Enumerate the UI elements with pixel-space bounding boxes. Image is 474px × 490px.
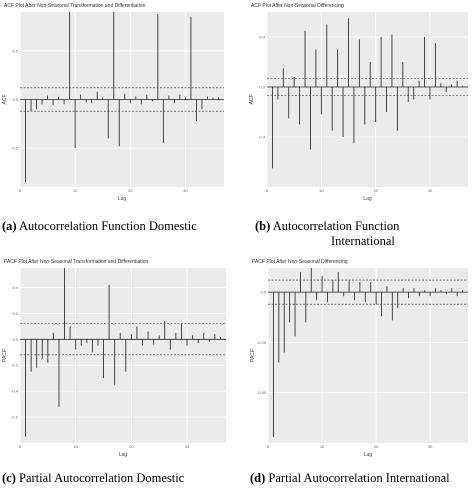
plot-area	[267, 12, 468, 187]
y-tick-label: 0.0	[12, 97, 18, 102]
caption-tag: (a)	[2, 219, 17, 233]
x-axis-label: Lag	[119, 452, 128, 458]
y-tick-label: -0.4	[11, 389, 19, 394]
caption-pacf-domestic: (c) Partial Autocorrelation Domestic	[2, 471, 184, 485]
y-tick-label: -0.6	[11, 415, 19, 420]
x-tick-label: 0	[266, 188, 269, 193]
caption-text-2: International	[331, 234, 395, 248]
pacf-international-chart: 0.0 -0.25 -0.50 0 10 20 30 PACF Plot After Non-…	[248, 256, 474, 461]
caption-text: Partial Autocorrelation International	[268, 471, 450, 485]
y-axis-label: ACF	[249, 95, 255, 105]
caption-text: Autocorrelation Function	[272, 219, 400, 233]
x-tick-label: 10	[73, 444, 78, 449]
y-tick-label: 0.0	[260, 290, 266, 295]
y-tick-label: 0.4	[259, 35, 265, 40]
acf-domestic-chart: 0.5 0.0 -0.5 0 10 20 30 ACF Plot After Non-Seas…	[0, 0, 230, 205]
y-tick-label: -0.50	[257, 390, 267, 395]
pacf-domestic-panel: 0.4 0.2 0.0 -0.2 -0.4 -0.6 0 10 20 30 PACF Plot Af…	[0, 256, 232, 461]
pacf-international-panel: 0.0 -0.25 -0.50 0 10 20 30 PACF Plot After Non-…	[248, 256, 474, 461]
x-tick-label: 20	[374, 444, 379, 449]
chart-title: PACF Plot After Non-Seasonal Transformat…	[4, 259, 149, 265]
y-tick-label: -0.4	[258, 135, 266, 140]
acf-domestic-panel: 0.5 0.0 -0.5 0 10 20 30 ACF Plot After Non-Seas…	[0, 0, 230, 205]
chart-title: PACF Plot After Non-Seasonal Differencin…	[252, 259, 348, 265]
x-tick-label: 30	[185, 444, 190, 449]
y-tick-label: -0.2	[11, 363, 19, 368]
caption-text: Partial Autocorrelation Domestic	[19, 471, 185, 485]
acf-international-panel: 0.4 0.0 -0.4 0 10 20 30 ACF Plot After Non-Seas…	[247, 0, 474, 205]
caption-tag: (c)	[2, 471, 16, 485]
x-tick-label: 0	[267, 444, 270, 449]
chart-title: ACF Plot After Non-Seasonal Transformati…	[4, 3, 146, 9]
y-tick-label: -0.25	[257, 340, 267, 345]
y-tick-label: 0.0	[12, 337, 18, 342]
x-axis-label: Lag	[363, 196, 372, 202]
y-axis-label: PACF	[2, 349, 8, 362]
caption-text: Autocorrelation Function Domestic	[19, 219, 197, 233]
x-tick-label: 10	[73, 188, 78, 193]
caption-acf-international: (b) Autocorrelation Function	[255, 219, 399, 233]
chart-title: ACF Plot After Non-Seasonal Differencing	[251, 3, 344, 9]
x-axis-label: Lag	[364, 452, 373, 458]
pacf-domestic-chart: 0.4 0.2 0.0 -0.2 -0.4 -0.6 0 10 20 30 PACF Plot Af…	[0, 256, 232, 461]
y-tick-label: 0.4	[12, 285, 18, 290]
y-tick-label: 0.5	[12, 48, 18, 53]
x-tick-label: 0	[19, 444, 22, 449]
x-axis-label: Lag	[118, 196, 127, 202]
acf-international-chart: 0.4 0.0 -0.4 0 10 20 30 ACF Plot After Non-Seas…	[247, 0, 474, 205]
x-tick-label: 30	[428, 444, 433, 449]
caption-acf-international-line2: International	[331, 234, 395, 248]
plot-area	[20, 268, 226, 443]
x-tick-label: 0	[19, 188, 22, 193]
y-axis-label: PACF	[250, 349, 256, 362]
x-tick-label: 10	[319, 188, 324, 193]
x-tick-label: 10	[320, 444, 325, 449]
y-tick-label: -0.5	[11, 146, 19, 151]
caption-tag: (b)	[255, 219, 271, 233]
caption-pacf-international: (d) Partial Autocorrelation Internationa…	[250, 471, 450, 485]
x-tick-label: 20	[373, 188, 378, 193]
caption-tag: (d)	[250, 471, 266, 485]
x-tick-label: 20	[129, 444, 134, 449]
x-tick-label: 30	[428, 188, 433, 193]
plot-area	[268, 268, 468, 443]
y-tick-label: 0.0	[259, 85, 265, 90]
x-tick-label: 30	[183, 188, 188, 193]
y-axis-label: ACF	[2, 95, 8, 105]
x-tick-label: 20	[128, 188, 133, 193]
caption-acf-domestic: (a) Autocorrelation Function Domestic	[2, 219, 197, 233]
y-tick-label: 0.2	[12, 311, 18, 316]
